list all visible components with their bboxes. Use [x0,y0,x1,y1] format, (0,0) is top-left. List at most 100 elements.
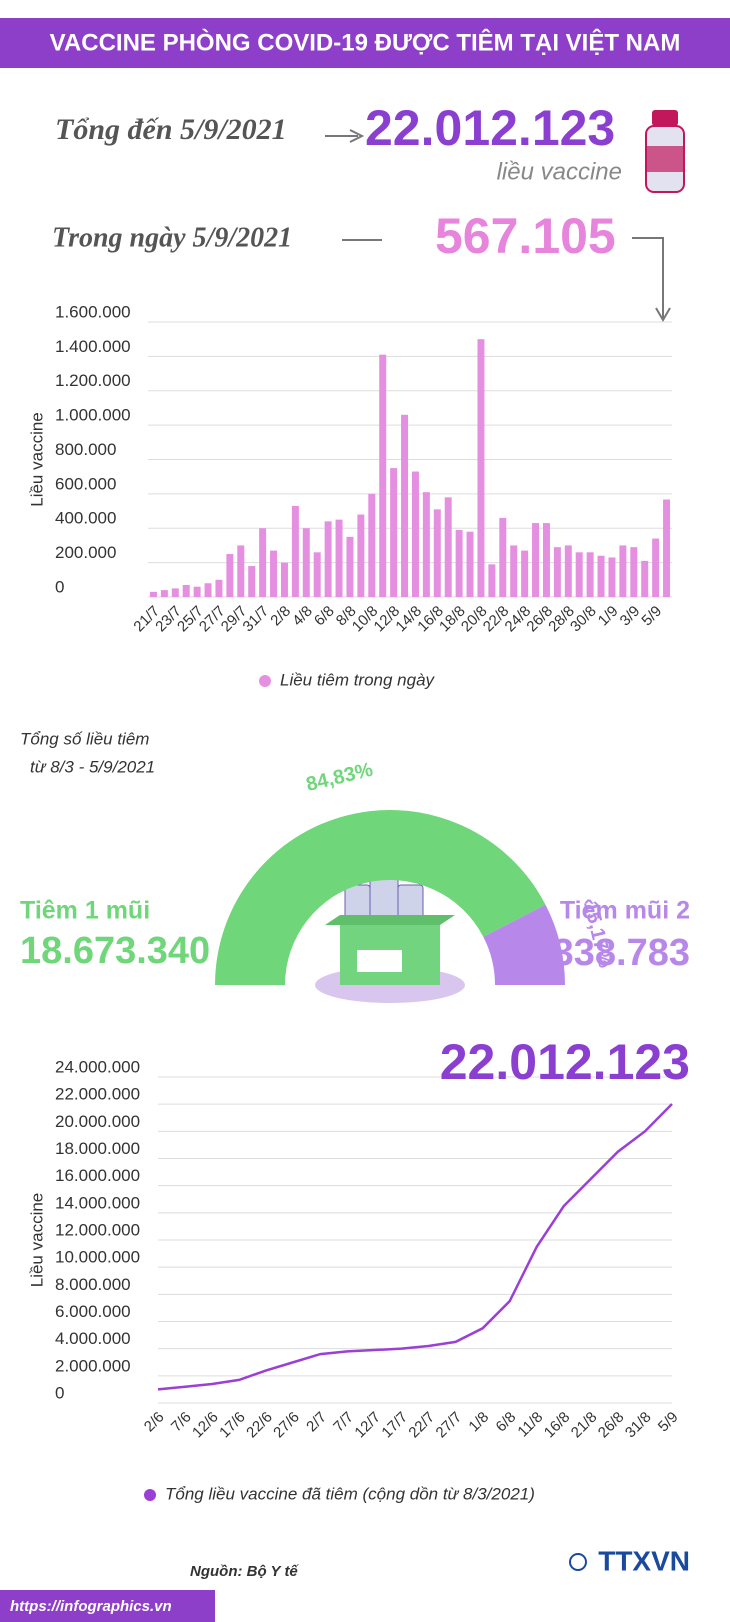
value-label: 84,83% [304,759,375,796]
x-tick-label: 2/7 [303,1409,330,1436]
bar [499,517,507,597]
bar [630,547,638,597]
bar [248,566,256,597]
x-tick-label: 6/8 [493,1409,520,1436]
y-tick-label: 24.000.000 [55,1057,140,1076]
y-tick-label: 20.000.000 [55,1112,140,1131]
donut-segment [215,809,546,985]
bar [149,591,157,597]
legend-label: Tổng liều vaccine đã tiêm (cộng dồn từ 8… [165,1484,535,1503]
bar [401,414,409,597]
x-tick-label: 12/6 [189,1409,222,1442]
y-tick-label: 800.000 [55,440,116,459]
y-axis-label: Liều vaccine [27,412,46,507]
x-tick-label: 31/7 [240,603,273,636]
x-tick-label: 5/9 [655,1409,682,1436]
bar [455,529,463,597]
legend-dot [259,675,271,687]
bar [433,509,441,597]
bar [641,560,649,597]
x-tick-label: 26/8 [595,1409,628,1442]
bar [259,528,267,597]
y-tick-label: 400.000 [55,509,116,528]
day-value: 567.105 [435,208,616,264]
y-tick-label: 12.000.000 [55,1220,140,1239]
y-tick-label: 2.000.000 [55,1356,131,1375]
vaccine-box [315,874,465,1003]
x-tick-label: 21/8 [568,1409,601,1442]
bar [237,545,245,597]
bar [171,588,179,597]
bar [182,584,190,597]
category-label: Tiêm mũi 2 [560,897,690,925]
y-tick-label: 1.600.000 [55,302,131,321]
x-tick-label: 31/8 [622,1409,655,1442]
category-label: Tiêm 1 mũi [20,897,150,925]
x-tick-label: 2/6 [141,1409,168,1436]
bar [204,583,212,597]
y-tick-label: 0 [55,577,64,596]
bar [368,493,376,597]
x-tick-label: 22/6 [243,1409,276,1442]
bar [488,564,496,597]
bar [215,579,223,597]
bar [663,499,671,597]
bar [510,545,518,597]
y-tick-label: 6.000.000 [55,1302,131,1321]
x-tick-label: 11/8 [514,1409,546,1441]
y-tick-label: 8.000.000 [55,1275,131,1294]
y-tick-label: 18.000.000 [55,1139,140,1158]
bar [553,547,561,597]
total-unit: liều vaccine [497,158,622,185]
url: https://infographics.vn [10,1598,172,1615]
donut-title: Tổng số liều tiêm [20,729,149,748]
bar [608,557,616,597]
y-tick-label: 200.000 [55,543,116,562]
donut-segment [483,904,565,985]
bar [390,468,398,597]
y-tick-label: 1.200.000 [55,371,131,390]
arrow [632,237,664,318]
bar [357,514,365,597]
x-tick-label: 17/6 [216,1409,249,1442]
bar [270,550,278,597]
bar [280,562,288,597]
x-tick-label: 17/7 [378,1409,411,1442]
x-tick-label: 16/8 [541,1409,574,1442]
bar [542,523,550,597]
category-total: 3.338.783 [521,932,690,974]
copyright-icon [569,1553,587,1571]
donut-title: từ 8/3 - 5/9/2021 [30,757,155,776]
x-tick-label: 22/7 [405,1409,438,1442]
bar [619,545,627,597]
footer-bar [0,1590,215,1622]
title: VACCINE PHÒNG COVID-19 ĐƯỢC TIÊM TẠI VIỆ… [50,28,681,56]
x-tick-label: 5/9 [638,603,665,630]
day-label: Trong ngày 5/9/2021 [52,222,292,253]
bar [444,497,452,597]
annotation: 22.012.123 [440,1034,690,1090]
bar [379,354,387,597]
y-tick-label: 14.000.000 [55,1193,140,1212]
bar [564,545,572,597]
legend-dot [144,1489,156,1501]
bar [291,505,299,597]
y-tick-label: 0 [55,1383,64,1402]
total-value: 22.012.123 [365,100,615,156]
y-tick-label: 22.000.000 [55,1085,140,1104]
y-tick-label: 10.000.000 [55,1248,140,1267]
total-label: Tổng đến 5/9/2021 [55,113,287,146]
bar [597,555,605,597]
bar [586,552,594,597]
y-tick-label: 600.000 [55,474,116,493]
bar [411,471,419,597]
arrow-head [655,307,671,322]
bar [466,531,474,597]
x-tick-label: 12/7 [351,1409,384,1442]
y-tick-label: 1.400.000 [55,337,131,356]
x-tick-label: 27/7 [433,1409,466,1442]
line [157,1103,673,1391]
bar [313,552,321,597]
bar [160,590,168,597]
bar [422,492,430,597]
